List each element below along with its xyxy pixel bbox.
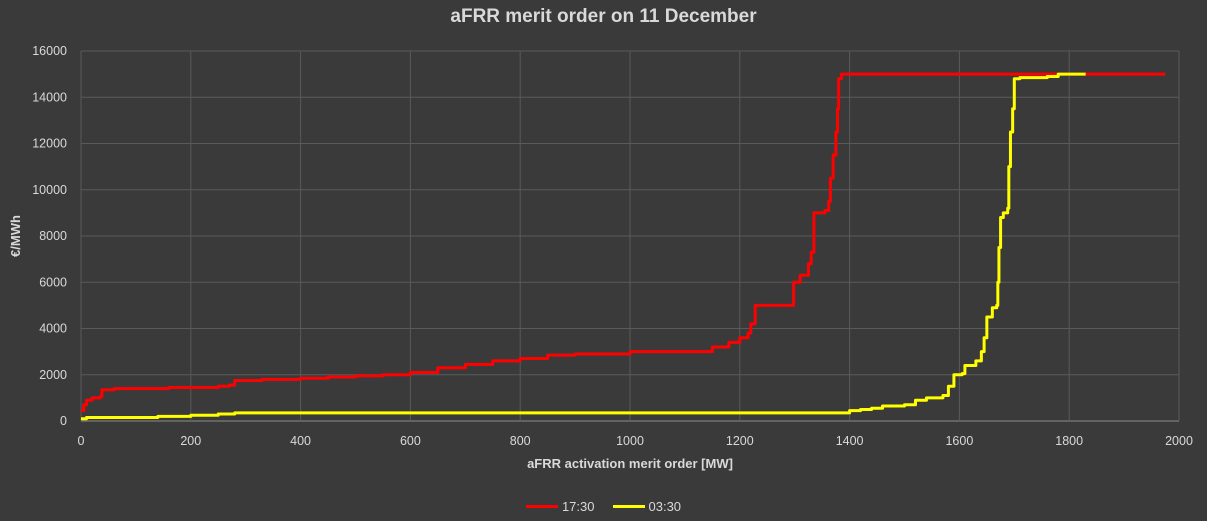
x-tick-label: 400 [290, 434, 311, 448]
y-axis-title: €/MWh [8, 215, 23, 257]
x-axis-title: aFRR activation merit order [MW] [527, 456, 733, 471]
y-tick-label: 14000 [32, 90, 67, 104]
legend-swatch-red [525, 505, 558, 508]
x-tick-label: 200 [180, 434, 201, 448]
gridlines [80, 50, 1180, 422]
x-tick-label: 1200 [726, 434, 754, 448]
legend-item-1730: 17:30 [525, 499, 595, 514]
x-tick-label: 1800 [1055, 434, 1083, 448]
legend: 17:30 03:30 [0, 499, 1207, 514]
y-tick-label: 8000 [39, 229, 67, 243]
y-tick-label: 4000 [39, 322, 67, 336]
y-tick-label: 2000 [39, 368, 67, 382]
legend-item-0330: 03:30 [612, 499, 682, 514]
x-tick-label: 1000 [616, 434, 644, 448]
y-axis-tick-labels: 0 2000 4000 6000 8000 10000 12000 14000 16000 [32, 44, 67, 428]
series-line-0330 [81, 72, 1086, 421]
x-tick-label: 1400 [836, 434, 864, 448]
legend-swatch-yellow [612, 505, 645, 508]
x-tick-label: 600 [400, 434, 421, 448]
x-tick-label: 0 [78, 434, 85, 448]
y-tick-label: 12000 [32, 137, 67, 151]
chart-title: aFRR merit order on 11 December [450, 6, 757, 27]
series-line-1730 [81, 72, 1166, 413]
x-tick-label: 800 [510, 434, 531, 448]
x-axis-tick-labels: 0 200 400 600 800 1000 1200 1400 1600 1800 2000 [78, 434, 1193, 448]
x-tick-label: 2000 [1165, 434, 1193, 448]
series-lines [81, 72, 1166, 421]
legend-label: 17:30 [561, 499, 595, 514]
x-tick-label: 1600 [945, 434, 973, 448]
y-tick-label: 6000 [39, 275, 67, 289]
y-tick-label: 0 [60, 414, 67, 428]
legend-label: 03:30 [648, 499, 682, 514]
y-tick-label: 10000 [32, 183, 67, 197]
y-tick-label: 16000 [32, 44, 67, 58]
